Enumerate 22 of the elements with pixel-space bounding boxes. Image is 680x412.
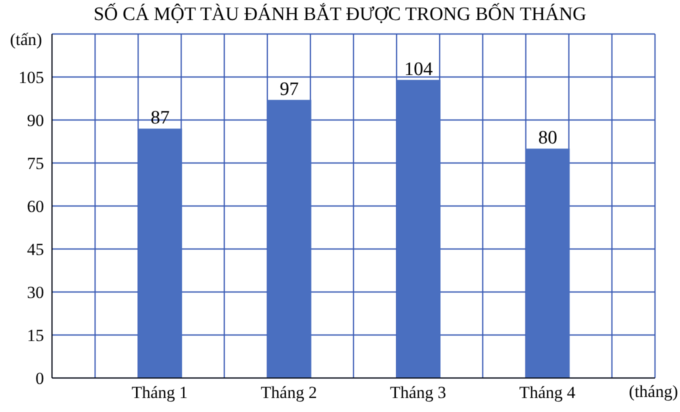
y-tick-label: 105 bbox=[18, 68, 44, 88]
x-axis-title: (tháng) bbox=[628, 382, 678, 402]
x-tick-label: Tháng 4 bbox=[519, 383, 576, 402]
y-tick-label: 30 bbox=[27, 283, 44, 302]
data-label: 80 bbox=[538, 128, 558, 149]
bar bbox=[396, 80, 440, 378]
x-tick-label: Tháng 1 bbox=[132, 383, 188, 402]
bar bbox=[267, 100, 312, 378]
x-tick-label: Tháng 2 bbox=[260, 383, 317, 402]
y-tick-label: 0 bbox=[36, 369, 44, 388]
bar bbox=[138, 128, 182, 378]
bar bbox=[526, 148, 570, 378]
y-tick-label: 90 bbox=[27, 111, 44, 130]
y-tick-label: 60 bbox=[27, 197, 44, 216]
y-tick-label: 15 bbox=[27, 326, 44, 346]
y-axis-title: (tấn) bbox=[10, 30, 42, 50]
y-tick-label: 75 bbox=[27, 154, 44, 174]
x-tick-label: Tháng 3 bbox=[390, 383, 446, 402]
data-label: 97 bbox=[280, 78, 299, 100]
y-tick-label: 45 bbox=[27, 240, 44, 260]
data-label: 104 bbox=[404, 58, 434, 80]
chart-title: SỐ CÁ MỘT TÀU ĐÁNH BẮT ĐƯỢC TRONG BỐN THÁNG bbox=[92, 4, 588, 26]
